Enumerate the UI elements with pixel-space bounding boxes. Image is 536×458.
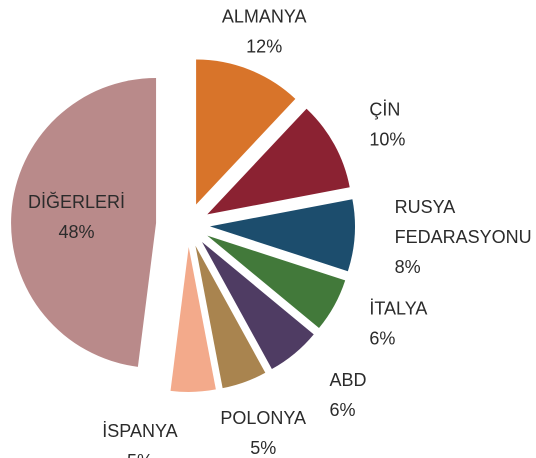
slice-label: ÇİN 10% <box>369 99 405 149</box>
slice-label: RUSYA FEDARASYONU 8% <box>395 197 532 277</box>
value-label: 10% <box>369 129 405 149</box>
category-label: ÇİN <box>369 99 400 119</box>
pie-slice <box>207 108 350 215</box>
slice-label: POLONYA 5% <box>220 408 306 458</box>
category-label: POLONYA <box>220 408 306 428</box>
value-label: 6% <box>369 328 395 348</box>
value-label: 5% <box>127 451 153 458</box>
pie-slice <box>202 241 314 370</box>
category-label: DİĞERLERİ <box>28 191 125 212</box>
category-label: ALMANYA <box>222 6 307 26</box>
pie-slice <box>11 77 157 367</box>
pie-slice <box>196 59 296 205</box>
value-label: 48% <box>58 222 94 242</box>
pie-slice <box>195 245 266 389</box>
category-label: İTALYA <box>369 298 427 318</box>
category-label: ABD <box>330 370 367 390</box>
value-label: 5% <box>250 438 276 458</box>
slice-label: ABD 6% <box>330 370 367 420</box>
slice-label: İSPANYA 5% <box>102 421 177 458</box>
value-label: 8% <box>395 257 421 277</box>
value-label: 6% <box>330 400 356 420</box>
slice-label: İTALYA 6% <box>369 298 427 348</box>
category-label: İSPANYA <box>102 421 177 441</box>
pie-slice <box>170 246 216 392</box>
category-label: FEDARASYONU <box>395 227 532 247</box>
slice-label: DİĞERLERİ 48% <box>28 191 125 242</box>
value-label: 12% <box>246 36 282 56</box>
slice-label: ALMANYA 12% <box>222 6 307 56</box>
pie-slice <box>207 235 346 329</box>
pie-slice <box>209 199 355 272</box>
category-label: RUSYA <box>395 197 456 217</box>
